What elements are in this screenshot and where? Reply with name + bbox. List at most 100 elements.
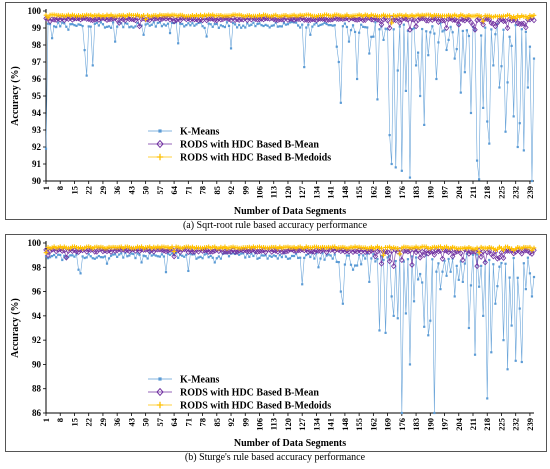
data-point bbox=[473, 353, 477, 356]
data-point bbox=[435, 270, 438, 273]
data-point bbox=[459, 91, 462, 94]
data-point bbox=[524, 30, 527, 33]
data-point bbox=[397, 19, 403, 26]
data-point bbox=[272, 254, 275, 257]
data-point bbox=[87, 25, 90, 28]
data-point bbox=[384, 331, 387, 334]
data-point bbox=[386, 25, 393, 31]
data-point bbox=[364, 14, 371, 21]
data-point bbox=[331, 24, 334, 27]
y-tick-label: 98 bbox=[32, 40, 42, 50]
data-point bbox=[44, 255, 48, 258]
data-point bbox=[183, 16, 190, 23]
data-point bbox=[55, 246, 61, 253]
data-point bbox=[356, 16, 362, 23]
data-point bbox=[453, 57, 456, 60]
data-point bbox=[356, 77, 359, 81]
data-point bbox=[55, 256, 58, 259]
x-tick-label: 22 bbox=[84, 186, 94, 195]
data-point bbox=[53, 16, 59, 23]
data-point bbox=[89, 25, 92, 28]
data-point bbox=[71, 15, 78, 22]
data-point bbox=[333, 253, 336, 256]
data-point bbox=[55, 25, 58, 29]
data-point bbox=[447, 247, 454, 254]
data-point bbox=[256, 16, 263, 23]
data-point bbox=[122, 247, 129, 254]
data-point bbox=[364, 26, 367, 29]
data-point bbox=[453, 295, 456, 298]
data-point bbox=[390, 162, 393, 166]
data-point bbox=[305, 17, 312, 24]
data-point bbox=[252, 254, 255, 258]
legend-item: K-Means bbox=[148, 375, 220, 386]
data-point bbox=[458, 250, 464, 257]
data-point bbox=[218, 16, 224, 23]
data-point bbox=[323, 21, 326, 25]
data-point bbox=[358, 248, 364, 255]
data-point bbox=[522, 149, 525, 152]
data-point bbox=[384, 17, 391, 24]
data-point bbox=[142, 33, 145, 36]
caption-a: (a) Sqrt-root rule based accuracy perfor… bbox=[182, 220, 368, 231]
data-point bbox=[221, 25, 224, 28]
y-tick-label: 91 bbox=[32, 159, 42, 169]
data-point bbox=[69, 23, 72, 26]
x-tick-label: 78 bbox=[198, 418, 208, 427]
data-point bbox=[109, 254, 113, 257]
x-tick-label: 169 bbox=[383, 186, 393, 199]
data-point bbox=[260, 16, 267, 23]
data-point bbox=[445, 249, 452, 256]
data-point bbox=[43, 250, 49, 256]
data-point bbox=[168, 253, 172, 256]
data-point bbox=[83, 49, 86, 52]
data-point bbox=[437, 247, 444, 254]
data-point bbox=[177, 42, 180, 45]
data-point bbox=[343, 263, 346, 266]
data-point bbox=[516, 276, 519, 279]
data-point bbox=[501, 247, 506, 253]
data-point bbox=[287, 15, 293, 22]
x-tick-label: 134 bbox=[311, 185, 321, 199]
x-tick-label: 197 bbox=[440, 185, 450, 199]
data-point bbox=[360, 23, 363, 26]
data-point bbox=[128, 15, 135, 22]
data-point bbox=[494, 255, 501, 262]
data-point bbox=[168, 32, 172, 35]
data-point bbox=[480, 18, 486, 24]
x-axis-label: Number of Data Segments bbox=[234, 438, 346, 449]
chart-panel-b: 86 88 90 92 94 96 98 100 1 8 15 22 29 36 43 50 57 64 71 78 8… bbox=[5, 234, 547, 452]
data-point bbox=[175, 251, 178, 254]
x-tick-label: 99 bbox=[240, 186, 250, 195]
data-point bbox=[480, 21, 486, 28]
data-point bbox=[368, 280, 371, 283]
data-point bbox=[301, 16, 307, 23]
data-point bbox=[170, 21, 174, 25]
data-point bbox=[148, 251, 151, 254]
data-point bbox=[242, 24, 245, 27]
data-point bbox=[329, 23, 332, 27]
data-point bbox=[107, 257, 111, 260]
data-point bbox=[92, 16, 98, 23]
data-point bbox=[297, 24, 300, 27]
data-point bbox=[482, 314, 485, 317]
data-point bbox=[212, 247, 218, 254]
data-point bbox=[224, 248, 230, 255]
data-point bbox=[134, 25, 137, 28]
data-point bbox=[502, 339, 505, 342]
legend-item: RODS with HDC Based B-Mean bbox=[148, 140, 319, 151]
x-tick-label: 15 bbox=[69, 418, 79, 427]
data-point bbox=[199, 21, 202, 24]
x-tick-label: 218 bbox=[482, 418, 492, 431]
data-point bbox=[73, 15, 80, 22]
data-point bbox=[295, 21, 298, 24]
data-point bbox=[73, 24, 76, 27]
data-point bbox=[342, 15, 348, 22]
data-point bbox=[415, 17, 421, 24]
data-point bbox=[394, 166, 397, 169]
data-point bbox=[315, 247, 322, 254]
data-point bbox=[433, 32, 436, 35]
data-point bbox=[205, 35, 208, 38]
data-point bbox=[244, 17, 251, 24]
data-point bbox=[85, 246, 92, 253]
